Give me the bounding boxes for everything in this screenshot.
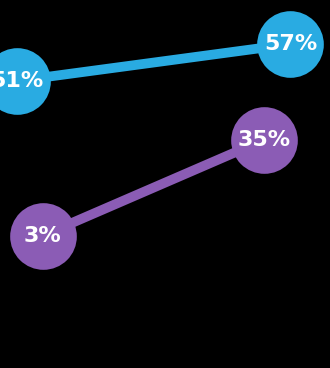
Text: 35%: 35% <box>238 130 290 150</box>
Text: 51%: 51% <box>0 71 43 91</box>
Text: 57%: 57% <box>264 34 317 54</box>
Text: 3%: 3% <box>24 226 62 245</box>
